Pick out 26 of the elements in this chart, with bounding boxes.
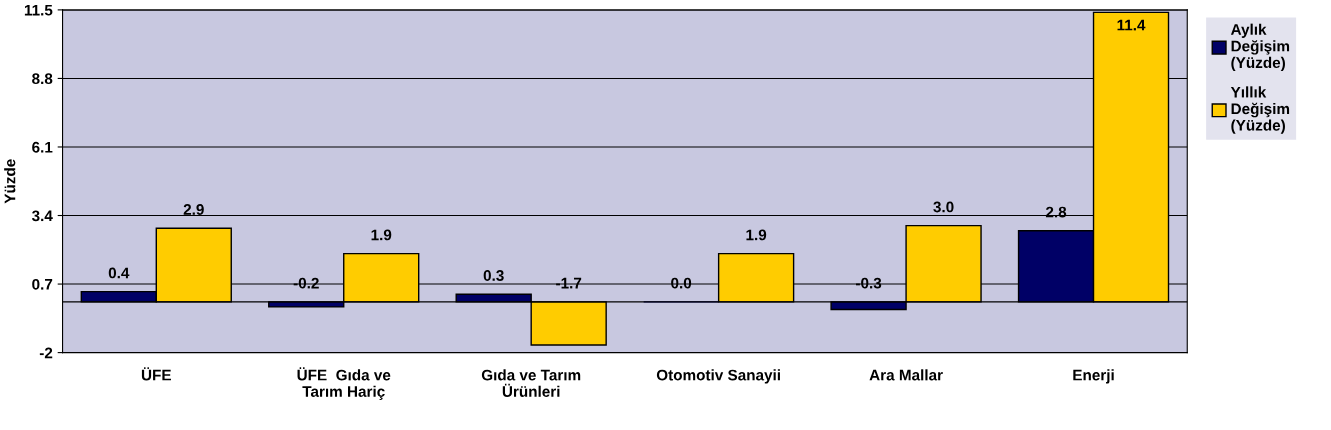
data-label: 1.9 xyxy=(371,229,392,241)
data-label: 11.4 xyxy=(1117,19,1146,31)
data-label: -1.7 xyxy=(556,277,582,289)
y-tick-label: 0.7 xyxy=(32,278,53,290)
x-tick-label: Gıda ve Tarım Ürünleri xyxy=(481,369,581,397)
y-tick-label: 6.1 xyxy=(32,141,53,153)
y-tick-label: 8.8 xyxy=(32,73,53,85)
data-label: 2.9 xyxy=(183,204,204,215)
data-label: 0.0 xyxy=(671,277,692,289)
x-tick-label: ÜFE Gıda ve Tarım Hariç xyxy=(297,367,391,400)
data-label: 1.9 xyxy=(746,229,767,241)
data-label: 3.0 xyxy=(933,201,954,213)
x-tick-label: Enerji xyxy=(1073,369,1114,384)
x-tick-label: Otomotiv Sanayii xyxy=(656,369,780,384)
data-label: 0.3 xyxy=(483,270,504,281)
legend-label: Yıllık Değişim (Yüzde) xyxy=(1230,86,1290,134)
legend-label: Aylık Değişim (Yüzde) xyxy=(1230,23,1290,72)
y-tick-label: 11.5 xyxy=(24,4,53,16)
y-tick-label: 3.4 xyxy=(31,210,53,222)
data-label: -0.2 xyxy=(293,277,319,289)
data-label: 0.4 xyxy=(108,267,130,279)
x-tick-label: Ara Mallar xyxy=(869,369,943,381)
y-axis-title: Yüzde xyxy=(4,159,16,204)
y-tick-label: -2 xyxy=(39,347,53,359)
x-tick-label: ÜFE xyxy=(141,367,171,381)
data-label: -0.3 xyxy=(856,277,882,289)
